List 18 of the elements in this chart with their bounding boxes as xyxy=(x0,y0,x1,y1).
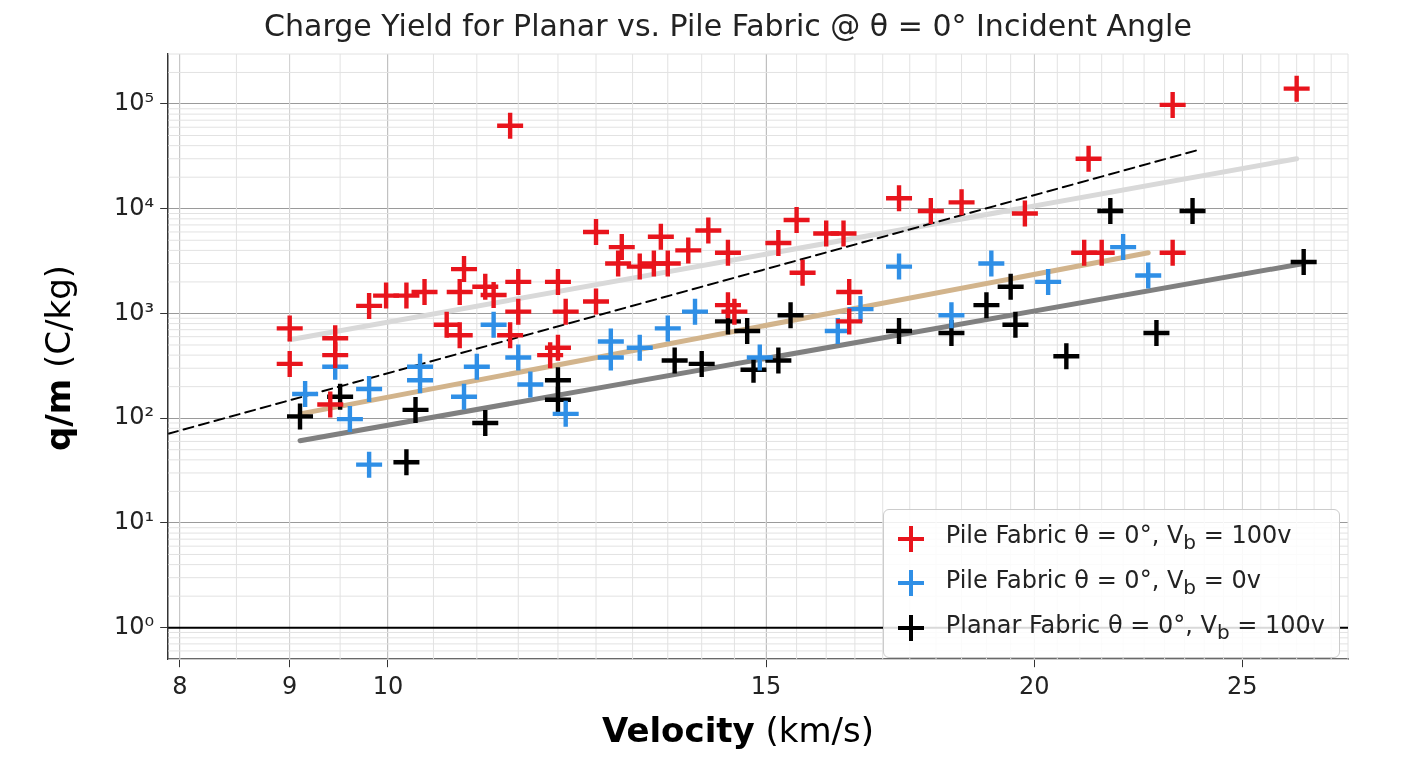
y-tick-label: 10⁵ xyxy=(113,88,155,117)
legend-label: Planar Fabric θ = 0°, V$_{b}$ = 100v xyxy=(945,609,1325,646)
x-tick-label: 20 xyxy=(1018,671,1050,700)
chart-title: Charge Yield for Planar vs. Pile Fabric @ θ = 0° Incident Angle xyxy=(264,7,1192,43)
legend-label: Pile Fabric θ = 0°, V$_{b}$ = 0v xyxy=(945,565,1261,601)
y-tick-label: 10⁰ xyxy=(113,611,155,640)
legend-label: Pile Fabric θ = 0°, V$_{b}$ = 100v xyxy=(945,520,1292,556)
x-tick-label: 15 xyxy=(750,671,782,700)
y-tick-label: 10² xyxy=(113,402,155,431)
x-tick-label: 8 xyxy=(172,671,188,700)
x-axis-title: Velocity (km/s) xyxy=(601,710,875,750)
x-tick-label: 10 xyxy=(372,671,404,700)
y-tick-label: 10⁴ xyxy=(113,192,155,221)
y-tick-label: 10¹ xyxy=(113,507,155,536)
x-tick-label: 25 xyxy=(1227,671,1258,700)
y-tick-label: 10³ xyxy=(113,297,155,326)
y-axis-title: q/m (C/kg) xyxy=(38,265,78,451)
x-tick-label: 9 xyxy=(282,671,298,700)
